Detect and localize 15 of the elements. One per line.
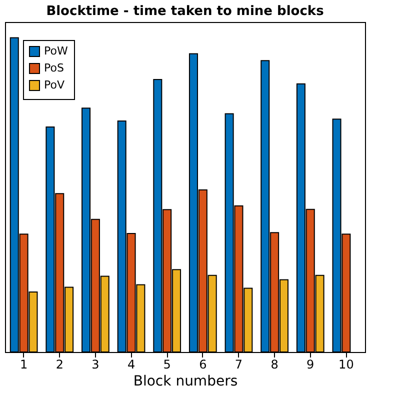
legend-label: PoS bbox=[44, 62, 64, 74]
x-tick-label: 3 bbox=[92, 358, 100, 372]
chart-title: Blocktime - time taken to mine blocks bbox=[46, 4, 324, 19]
legend-label: PoV bbox=[44, 78, 65, 92]
x-tick-label: 1 bbox=[20, 358, 28, 372]
x-tick-label: 6 bbox=[199, 358, 207, 372]
x-tick-label: 8 bbox=[270, 358, 278, 372]
x-tick-label: 10 bbox=[338, 358, 354, 372]
x-axis-title: Block numbers bbox=[133, 374, 238, 390]
x-tick-label: 7 bbox=[234, 358, 243, 372]
x-tick-label: 9 bbox=[306, 358, 314, 372]
x-tick-label: 4 bbox=[127, 358, 136, 372]
x-tick-label: 5 bbox=[163, 358, 171, 372]
legend-label: PoW bbox=[44, 44, 68, 58]
x-tick-label: 2 bbox=[56, 358, 64, 372]
